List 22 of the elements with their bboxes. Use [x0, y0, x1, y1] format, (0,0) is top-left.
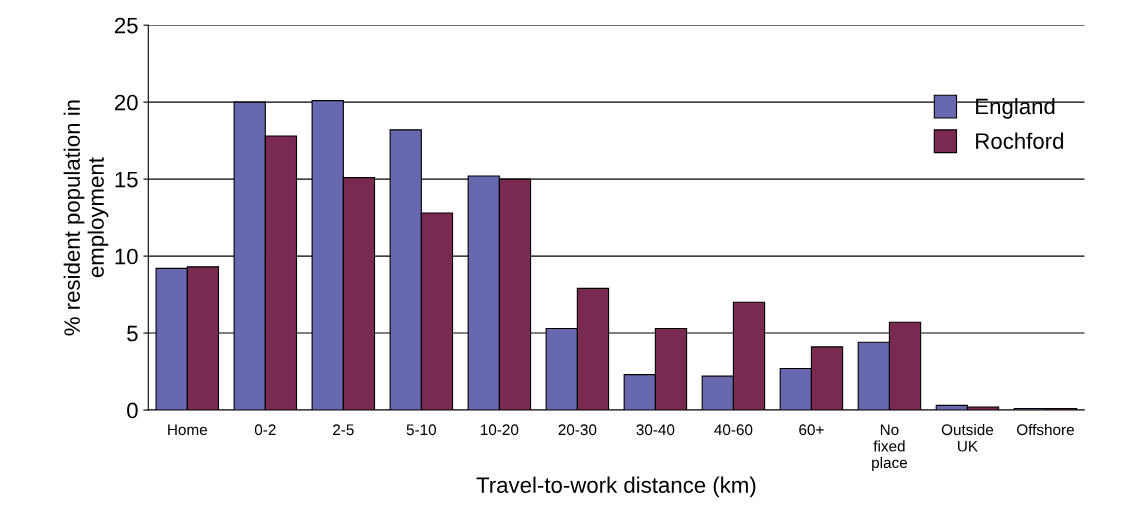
x-tick-label: Offshore [1017, 423, 1074, 436]
x-tick-label: 20-30 [558, 424, 597, 436]
x-tick-label: 30-40 [636, 424, 675, 436]
x-tick-label: 0-2 [254, 424, 276, 436]
legend-label: Rochford [976, 132, 1064, 149]
y-axis-title: % resident population in employment [63, 100, 109, 336]
y-tick-label: 0 [127, 402, 138, 419]
y-tick-label: 20 [114, 94, 138, 111]
x-tick-label: 5-10 [406, 424, 437, 436]
x-axis-title: Travel-to-work distance (km) [476, 476, 756, 498]
y-tick-label: 10 [115, 248, 138, 265]
x-tick-label: 10-20 [480, 424, 519, 436]
x-tick-label: Home [168, 424, 207, 436]
x-tick-label: 60+ [799, 424, 824, 436]
legend-label: England [976, 98, 1055, 119]
x-tick-label: No fixed place [872, 424, 908, 472]
x-tick-label: 40-60 [714, 424, 753, 436]
y-tick-label: 5 [127, 325, 138, 342]
y-tick-label: 15 [115, 171, 138, 188]
y-tick-label: 25 [114, 17, 138, 34]
x-tick-label: 2-5 [333, 424, 354, 436]
x-tick-label: Outside UK [941, 423, 994, 452]
